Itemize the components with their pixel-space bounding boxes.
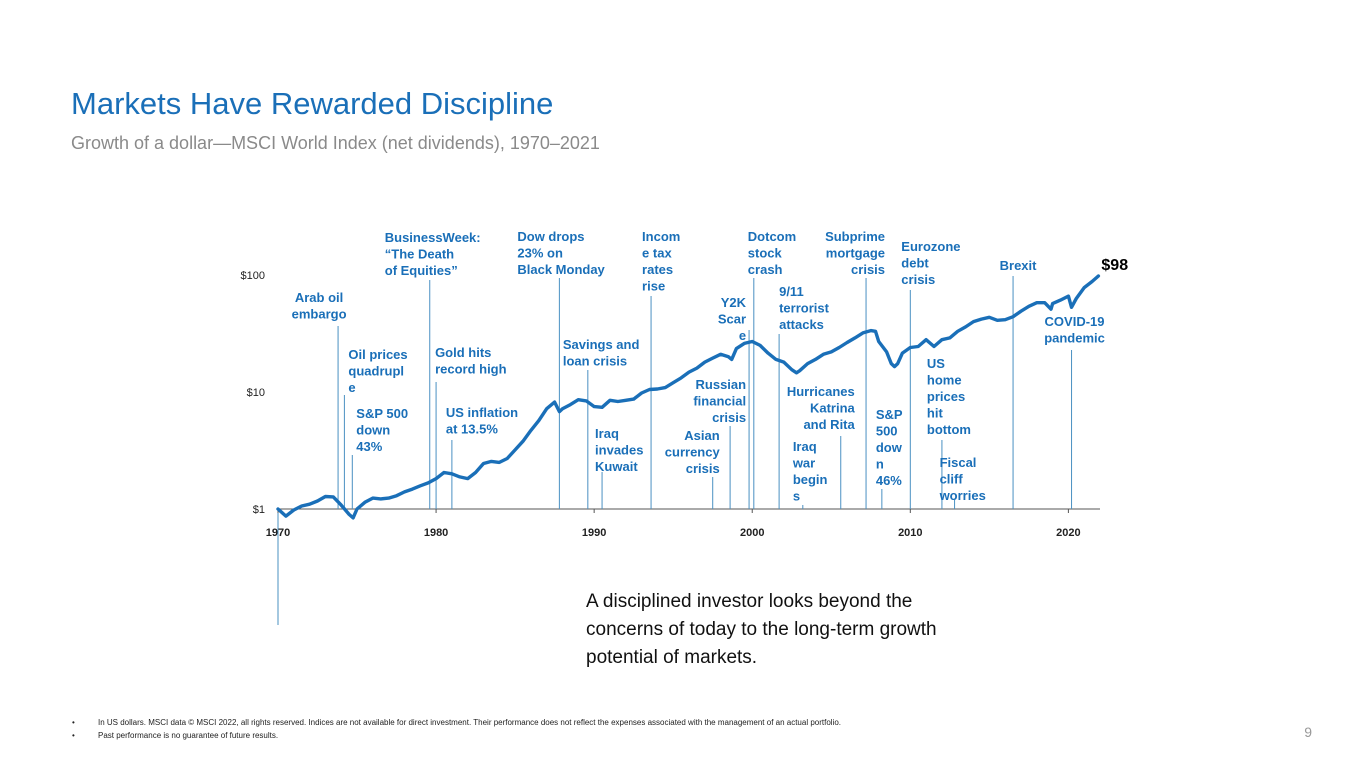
annotation-label: Iraq war begin s [792,439,828,504]
annotation-label: Fiscal cliff worries [939,455,986,503]
annotation-label: Arab oil embargo [292,290,347,322]
bullet: • [72,718,75,727]
x-tick-label: 1990 [582,527,606,539]
annotation-label: Subprime mortgage crisis [825,229,885,277]
annotation-label: Oil prices quadrupl e [348,347,407,395]
y-tick-label: $1 [253,504,265,516]
annotation-label: Eurozone debt crisis [901,239,960,287]
annotation-label: Dotcom stock crash [748,229,796,277]
annotation-label: 9/11 terrorist attacks [779,284,830,332]
annotation-label: Iraq invades Kuwait [595,426,643,474]
page-subtitle: Growth of a dollar—MSCI World Index (net… [71,133,600,153]
page-number: 9 [1304,724,1312,740]
annotation-label: Incom e tax rates rise [642,229,680,294]
annotation-label: Russian financial crisis [693,377,746,425]
annotation-label: US inflation at 13.5% [446,405,518,437]
annotation-label: Asian currency crisis [665,428,721,476]
annotation-label: US home prices hit bottom [927,356,971,437]
x-tick-label: 1970 [266,527,290,539]
annotation-label: BusinessWeek: “The Death of Equities” [385,230,481,278]
bullet: • [72,731,75,740]
annotation-label: Hurricanes Katrina and Rita [787,384,856,432]
annotation-label: Y2K Scar e [718,295,747,343]
y-tick-label: $10 [247,387,265,399]
callout-text: A disciplined investor looks beyond the … [586,591,937,668]
x-tick-label: 2020 [1056,527,1080,539]
footnote-1: • In US dollars. MSCI data © MSCI 2022, a… [72,718,841,727]
x-tick-label: 1980 [424,527,448,539]
footnote-1-text: In US dollars. MSCI data © MSCI 2022, al… [98,718,842,727]
final-value-label: $98 [1101,257,1128,274]
annotation-label: Savings and loan crisis [563,337,640,369]
annotation-label: S&P 500 down 43% [356,406,408,454]
annotation-label: Brexit [1000,258,1038,273]
page-title: Markets Have Rewarded Discipline [71,86,554,121]
annotation-label: S&P 500 dow n 46% [876,407,903,488]
footnote-2: • Past performance is no guarantee of fut… [72,731,278,740]
x-tick-label: 2000 [740,527,764,539]
annotation-label: COVID-19 pandemic [1044,314,1105,346]
annotation-label: Gold hits record high [435,345,507,377]
y-tick-label: $100 [241,270,265,282]
annotation-label: Dow drops 23% on Black Monday [517,229,605,277]
footnote-2-text: Past performance is no guarantee of futu… [98,731,279,740]
x-tick-label: 2010 [898,527,922,539]
series-line [276,274,1101,520]
